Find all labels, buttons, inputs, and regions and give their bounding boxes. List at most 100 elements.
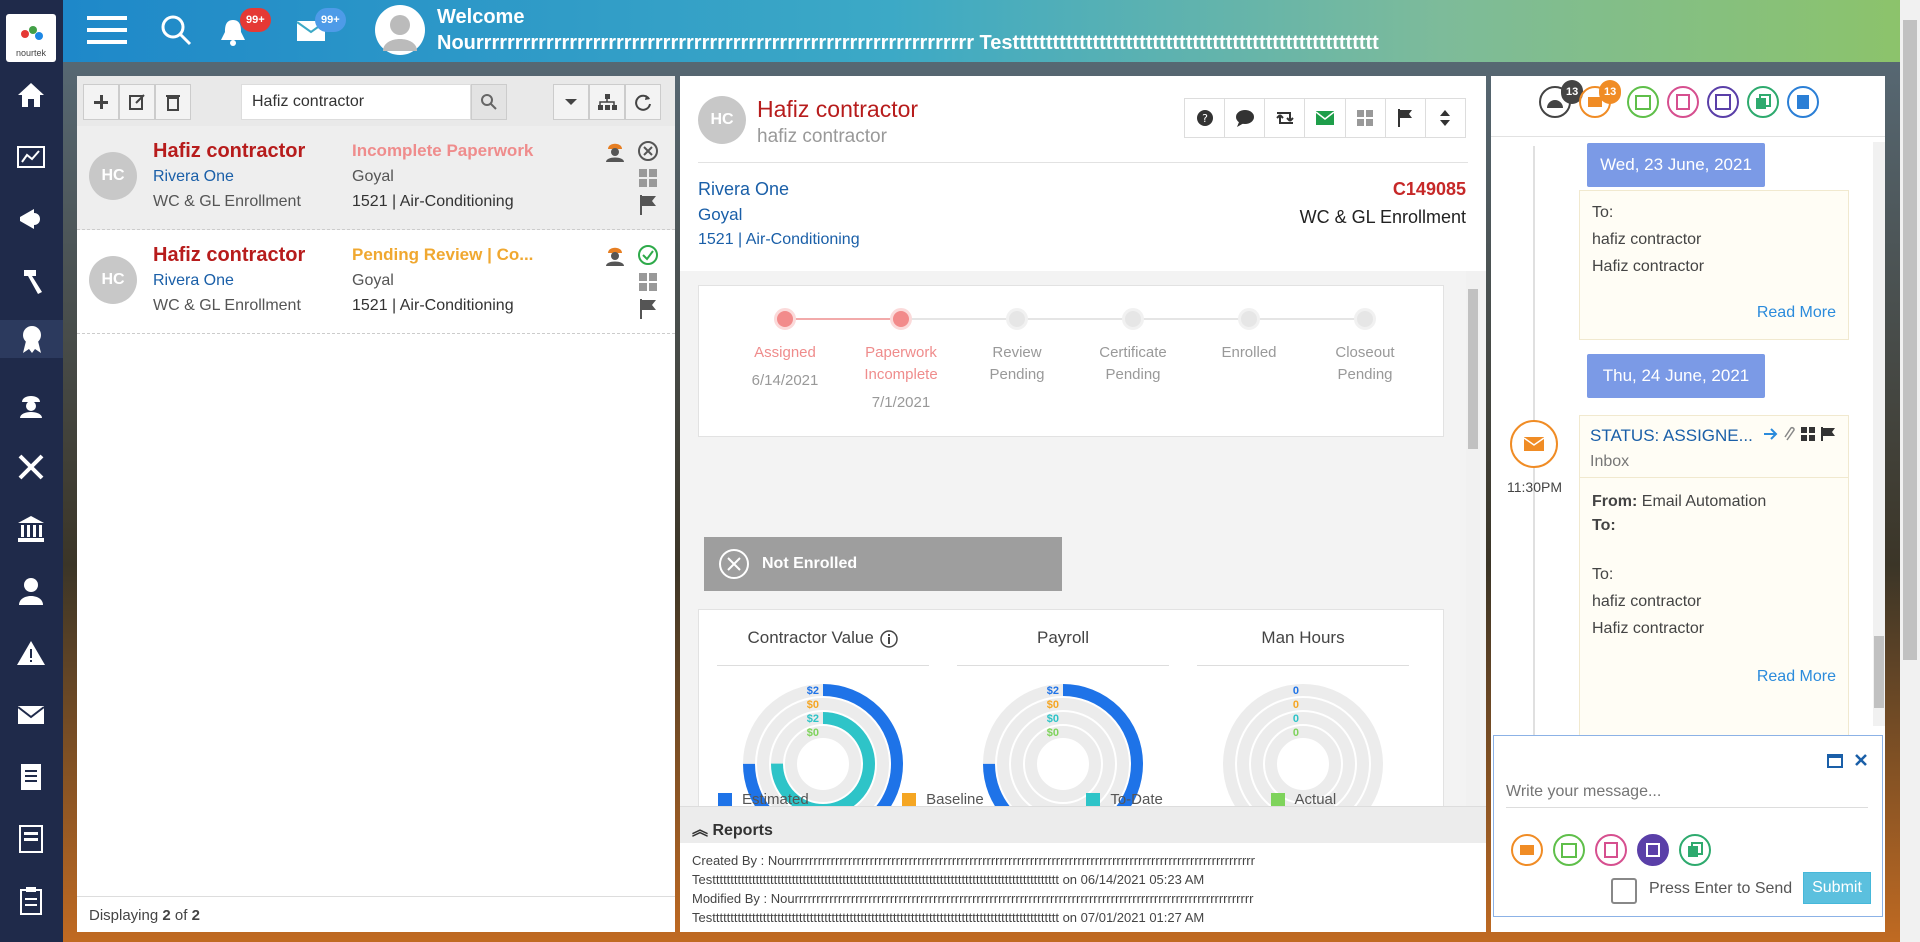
check-circle-icon[interactable]	[637, 244, 659, 266]
logo[interactable]: nourtek	[6, 14, 56, 62]
tools-icon[interactable]	[12, 448, 50, 486]
note-icon[interactable]	[1707, 86, 1739, 118]
activity-timeline: 13 13 Wed, 23 June, 2021 To: hafiz contr…	[1491, 76, 1885, 932]
detail-code[interactable]: 1521 | Air-Conditioning	[698, 231, 860, 248]
mail-icon[interactable]	[12, 696, 50, 734]
step-dot	[1006, 308, 1028, 330]
file-icon[interactable]	[1667, 86, 1699, 118]
flag-icon[interactable]	[638, 298, 658, 320]
contractor-list-panel: HC Hafiz contractor Rivera One WC & GL E…	[77, 76, 675, 932]
copy-icon[interactable]	[1747, 86, 1779, 118]
grid-icon[interactable]	[1346, 99, 1386, 137]
avatar[interactable]	[375, 5, 425, 55]
calendar-icon[interactable]	[1627, 86, 1659, 118]
item-status[interactable]: STATUS: ASSIGNE...	[1590, 426, 1753, 445]
hierarchy-icon[interactable]	[589, 84, 625, 120]
footer-mid: of	[170, 907, 192, 924]
award-icon[interactable]	[0, 320, 63, 358]
submit-button[interactable]: Submit	[1803, 872, 1871, 904]
message-input[interactable]	[1506, 776, 1868, 808]
flag-icon[interactable]	[638, 194, 658, 216]
read-more-link[interactable]: Read More	[1756, 668, 1836, 685]
scrollbar-thumb[interactable]	[1874, 636, 1884, 708]
bank-icon[interactable]	[12, 510, 50, 548]
card-recipient: hafiz contractor	[1592, 231, 1702, 248]
grid-icon[interactable]	[638, 272, 658, 292]
list-item-company[interactable]: Rivera One	[153, 272, 234, 289]
maximize-icon[interactable]	[1827, 754, 1843, 768]
list-item-agent: Goyal	[352, 168, 394, 185]
footer-total: 2	[191, 907, 200, 924]
sort-icon[interactable]	[1426, 99, 1465, 137]
file-icon[interactable]	[1595, 834, 1627, 866]
charts-container: Contractor Value $2 $0 $2 $0 Payroll $2 $0 $0…	[698, 609, 1444, 806]
calendar-icon[interactable]	[1553, 834, 1585, 866]
scrollbar-thumb[interactable]	[1468, 289, 1478, 449]
dashboard-chart-icon[interactable]	[12, 138, 50, 176]
flag-icon[interactable]	[1386, 99, 1426, 137]
hammer-icon[interactable]	[12, 262, 50, 300]
progress-step: Enrolled	[1191, 286, 1307, 364]
megaphone-icon[interactable]	[12, 200, 50, 238]
read-more-link[interactable]: Read More	[1756, 304, 1836, 321]
home-icon[interactable]	[12, 76, 50, 114]
close-icon[interactable]	[1854, 753, 1868, 767]
search-icon[interactable]	[160, 14, 192, 46]
list-item[interactable]: HC Hafiz contractor Rivera One WC & GL E…	[77, 126, 675, 230]
ring-label: $0	[1047, 713, 1059, 725]
add-button[interactable]	[83, 84, 119, 120]
ring-label: $2	[807, 713, 819, 725]
list-item-company[interactable]: Rivera One	[153, 168, 234, 185]
ring-track	[757, 698, 889, 806]
grid-icon[interactable]	[1800, 426, 1816, 442]
chart-payroll: Payroll $2 $0 $0 $0	[949, 610, 1177, 806]
press-enter-label: Press Enter to Send	[1649, 880, 1793, 897]
scrollbar-thumb[interactable]	[1903, 20, 1917, 660]
book-icon[interactable]	[1787, 86, 1819, 118]
comment-icon[interactable]	[1225, 99, 1266, 137]
email-icon[interactable]	[1305, 99, 1346, 137]
list-item[interactable]: HC Hafiz contractor Rivera One WC & GL E…	[77, 230, 675, 334]
chevron-down-icon[interactable]	[553, 84, 589, 120]
email-badge: 13	[1599, 80, 1622, 104]
user-icon[interactable]	[12, 572, 50, 610]
paperclip-icon[interactable]	[1783, 426, 1797, 442]
retweet-icon[interactable]	[1265, 99, 1306, 137]
copy-icon[interactable]	[1679, 834, 1711, 866]
step-date: 6/14/2021	[751, 372, 819, 389]
to-label: To:	[1592, 517, 1616, 534]
worker-icon	[604, 244, 626, 266]
edit-button[interactable]	[119, 84, 155, 120]
note-icon[interactable]	[1637, 834, 1669, 866]
timeline-card[interactable]: STATUS: ASSIGNE... Inbox From: Email Aut…	[1579, 415, 1849, 771]
reports-toggle[interactable]: ︽ Reports	[680, 807, 1486, 843]
step-date: 7/1/2021	[871, 394, 931, 411]
detail-agent[interactable]: Goyal	[698, 205, 743, 224]
grid-icon[interactable]	[638, 168, 658, 188]
search-button[interactable]	[471, 84, 507, 120]
detail-scrollbar[interactable]	[1466, 271, 1480, 806]
detail-company[interactable]: Rivera One	[698, 179, 790, 199]
report-icon[interactable]	[12, 820, 50, 858]
document-icon[interactable]	[12, 758, 50, 796]
forward-icon[interactable]	[1763, 426, 1781, 442]
bell-icon[interactable]	[218, 18, 248, 46]
email-icon[interactable]	[1511, 834, 1543, 866]
delete-button[interactable]	[155, 84, 191, 120]
search-input[interactable]	[241, 84, 471, 120]
press-enter-checkbox[interactable]	[1611, 878, 1637, 904]
timeline-scrollbar[interactable]	[1873, 142, 1885, 726]
page-scrollbar[interactable]	[1900, 0, 1920, 942]
detail-avatar: HC	[698, 96, 746, 144]
flag-icon[interactable]	[1820, 426, 1836, 442]
refresh-icon[interactable]	[625, 84, 661, 120]
menu-icon[interactable]	[87, 14, 127, 46]
close-icon[interactable]	[637, 140, 659, 162]
list-item-avatar: HC	[89, 256, 137, 304]
ring-label: 0	[1293, 685, 1299, 697]
help-icon[interactable]: ?	[1185, 99, 1226, 137]
clipboard-icon[interactable]	[12, 882, 50, 920]
warning-icon[interactable]	[12, 634, 50, 672]
worker-icon[interactable]	[12, 386, 50, 424]
step-label: Enrolled	[1221, 344, 1277, 361]
